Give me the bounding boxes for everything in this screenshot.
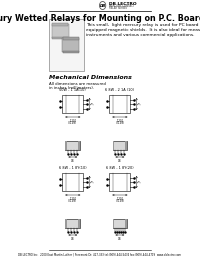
Text: DB: DB xyxy=(99,3,106,8)
Text: MERCURY CONTACT: MERCURY CONTACT xyxy=(109,4,135,8)
Bar xyxy=(62,173,83,191)
Text: 1.200: 1.200 xyxy=(116,197,123,200)
Text: (30.48): (30.48) xyxy=(68,199,77,203)
Text: 1.200: 1.200 xyxy=(69,197,76,200)
Text: 1.200: 1.200 xyxy=(116,119,123,122)
Text: 50W - 1 1A(10): 50W - 1 1A(10) xyxy=(59,88,86,92)
Text: (30.48): (30.48) xyxy=(115,199,124,203)
Text: All dimensions are measured: All dimensions are measured xyxy=(49,82,106,86)
Text: instruments and various commercial applications.: instruments and various commercial appli… xyxy=(86,33,195,37)
Bar xyxy=(125,141,127,150)
Text: 0.6: 0.6 xyxy=(71,237,75,240)
Text: 6 8W - 2 1A (10): 6 8W - 2 1A (10) xyxy=(105,88,134,92)
Bar xyxy=(78,141,80,150)
Text: 6 8W - 1 8Y(20): 6 8W - 1 8Y(20) xyxy=(106,166,134,170)
Bar xyxy=(65,219,67,228)
Text: 0.6: 0.6 xyxy=(118,159,122,162)
Bar xyxy=(65,141,80,150)
Bar xyxy=(113,219,114,228)
Bar xyxy=(62,38,79,52)
Text: .44
(11): .44 (11) xyxy=(137,103,142,105)
Text: (30.48): (30.48) xyxy=(115,121,124,125)
Bar xyxy=(109,173,130,191)
Text: .44
(11): .44 (11) xyxy=(137,181,142,183)
Text: 1.200: 1.200 xyxy=(69,119,76,122)
Bar xyxy=(65,141,67,150)
Text: (30.48): (30.48) xyxy=(68,121,77,125)
Text: Mercury Wetted Relays for Mounting on P.C. Boards.(1): Mercury Wetted Relays for Mounting on P.… xyxy=(0,14,200,23)
Bar xyxy=(52,24,69,38)
Bar xyxy=(109,95,130,113)
Bar xyxy=(52,23,68,26)
Bar xyxy=(125,219,127,228)
Text: .44
(11): .44 (11) xyxy=(90,103,95,105)
Text: in inches (millimeters).: in inches (millimeters). xyxy=(49,86,94,90)
Bar xyxy=(63,51,79,53)
Bar xyxy=(78,219,80,228)
Text: 6 8W - 1 8Y(10): 6 8W - 1 8Y(10) xyxy=(59,166,87,170)
Bar xyxy=(113,219,127,228)
Bar xyxy=(113,141,127,150)
Bar xyxy=(52,37,68,39)
Text: RELAY SERIES: RELAY SERIES xyxy=(109,6,127,10)
Text: This small,  light mercury relay is used for PC board: This small, light mercury relay is used … xyxy=(86,23,199,27)
Text: .44
(11): .44 (11) xyxy=(90,181,95,183)
Text: 0.6: 0.6 xyxy=(71,159,75,162)
Ellipse shape xyxy=(99,2,106,10)
Bar xyxy=(65,219,80,228)
Bar xyxy=(49,19,84,71)
Bar xyxy=(63,37,79,40)
Bar xyxy=(62,95,83,113)
Text: equipped magnetic shields.  It is also ideal for measuring: equipped magnetic shields. It is also id… xyxy=(86,28,200,32)
Text: 0.6: 0.6 xyxy=(118,237,122,240)
Text: DB LECTRO Inc.  2000 East Martin Luther | Freemont Dr. 417-333 tel:(909)-444-543: DB LECTRO Inc. 2000 East Martin Luther |… xyxy=(18,252,182,256)
Bar xyxy=(113,141,114,150)
Text: DB LECTRO: DB LECTRO xyxy=(109,2,137,6)
Text: Mechanical Dimensions: Mechanical Dimensions xyxy=(49,75,132,80)
